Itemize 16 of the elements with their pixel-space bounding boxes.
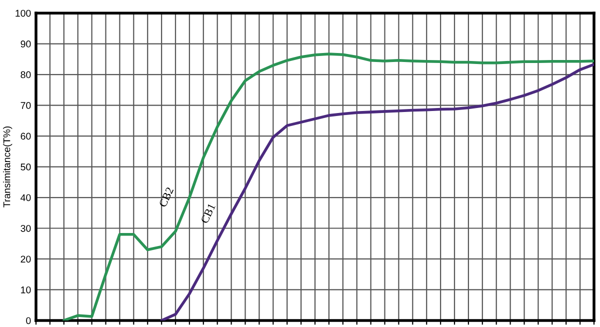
y-tick-label: 50 bbox=[20, 164, 31, 170]
line-series bbox=[160, 63, 594, 320]
y-tick-label: 10 bbox=[21, 286, 31, 294]
y-tick-label: 30 bbox=[20, 224, 31, 232]
y-tick-label: 70 bbox=[20, 102, 31, 109]
y-tick-label: 60 bbox=[20, 132, 31, 140]
y-tick-label: 90 bbox=[20, 40, 31, 48]
y-tick-label: 40 bbox=[20, 194, 31, 202]
text: CB1 bbox=[200, 203, 216, 224]
line-series bbox=[62, 52, 594, 320]
y-tick-label: 20 bbox=[20, 256, 31, 263]
y-axis-title: Transimitance(T%) bbox=[3, 126, 12, 208]
y-tick-label: 0 bbox=[26, 317, 31, 324]
y-tick-label: 80 bbox=[20, 71, 31, 78]
text: CB2 bbox=[158, 186, 174, 208]
y-tick-label: 100 bbox=[16, 10, 31, 17]
